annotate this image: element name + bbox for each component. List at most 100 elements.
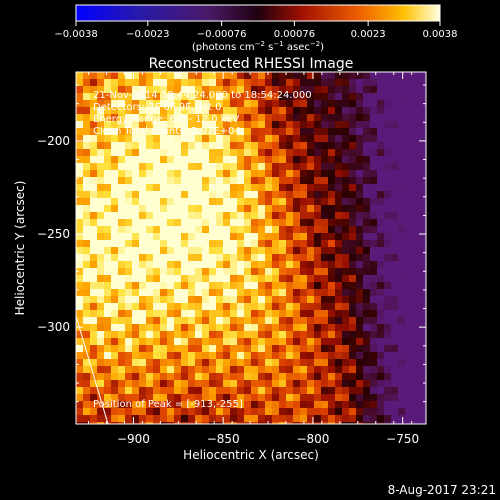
heatmap-cell — [349, 121, 356, 128]
heatmap-cell — [384, 268, 391, 275]
heatmap-cell — [188, 373, 195, 380]
heatmap-cell — [209, 380, 216, 387]
heatmap-cell — [237, 205, 244, 212]
heatmap-cell — [181, 282, 188, 289]
heatmap-cell — [167, 296, 174, 303]
heatmap-cell — [125, 373, 132, 380]
heatmap-cell — [146, 79, 153, 86]
heatmap-cell — [181, 93, 188, 100]
heatmap-cell — [356, 149, 363, 156]
heatmap-cell — [202, 219, 209, 226]
heatmap-cell — [181, 366, 188, 373]
colorbar-tick-label: 0.0023 — [351, 29, 386, 40]
heatmap-cell — [286, 268, 293, 275]
heatmap-cell — [90, 303, 97, 310]
heatmap-cell — [139, 163, 146, 170]
heatmap-cell — [279, 121, 286, 128]
heatmap-cell — [321, 114, 328, 121]
heatmap-cell — [314, 275, 321, 282]
heatmap-cell — [223, 303, 230, 310]
heatmap-cell — [97, 149, 104, 156]
heatmap-cell — [76, 114, 83, 121]
heatmap-cell — [202, 191, 209, 198]
heatmap-cell — [370, 310, 377, 317]
heatmap-cell — [230, 191, 237, 198]
heatmap-cell — [286, 184, 293, 191]
heatmap-cell — [111, 338, 118, 345]
heatmap-cell — [286, 387, 293, 394]
heatmap-cell — [342, 394, 349, 401]
heatmap-cell — [244, 142, 251, 149]
heatmap-cell — [118, 72, 125, 79]
heatmap-cell — [97, 121, 104, 128]
heatmap-cell — [349, 205, 356, 212]
heatmap-cell — [111, 303, 118, 310]
heatmap-cell — [321, 387, 328, 394]
heatmap-cell — [314, 303, 321, 310]
heatmap-cell — [265, 156, 272, 163]
heatmap-cell — [272, 156, 279, 163]
heatmap-cell — [279, 394, 286, 401]
heatmap-cell — [174, 261, 181, 268]
heatmap-cell — [300, 191, 307, 198]
heatmap-cell — [244, 205, 251, 212]
heatmap-cell — [174, 72, 181, 79]
heatmap-cell — [314, 352, 321, 359]
heatmap-cell — [181, 408, 188, 415]
heatmap-cell — [153, 275, 160, 282]
heatmap-cell — [181, 289, 188, 296]
heatmap-cell — [279, 226, 286, 233]
heatmap-cell — [223, 310, 230, 317]
heatmap-cell — [216, 296, 223, 303]
heatmap-cell — [132, 415, 139, 422]
heatmap-cell — [279, 254, 286, 261]
heatmap-cell — [342, 366, 349, 373]
heatmap-cell — [118, 121, 125, 128]
heatmap-cell — [272, 289, 279, 296]
heatmap-cell — [405, 86, 412, 93]
heatmap-cell — [328, 352, 335, 359]
heatmap-cell — [195, 289, 202, 296]
heatmap-cell — [118, 380, 125, 387]
heatmap-cell — [342, 289, 349, 296]
heatmap-cell — [83, 79, 90, 86]
heatmap-cell — [132, 86, 139, 93]
heatmap-cell — [153, 212, 160, 219]
heatmap-cell — [237, 331, 244, 338]
heatmap-cell — [279, 310, 286, 317]
heatmap-cell — [188, 177, 195, 184]
heatmap-cell — [76, 142, 83, 149]
heatmap-cell — [90, 282, 97, 289]
heatmap-cell — [419, 93, 426, 100]
heatmap-cell — [307, 401, 314, 408]
heatmap-cell — [293, 338, 300, 345]
heatmap-cell — [363, 107, 370, 114]
heatmap-cell — [272, 303, 279, 310]
heatmap-cell — [188, 107, 195, 114]
heatmap-cell — [90, 345, 97, 352]
heatmap-cell — [314, 338, 321, 345]
heatmap-cell — [188, 247, 195, 254]
heatmap-cell — [223, 212, 230, 219]
heatmap-cell — [286, 205, 293, 212]
heatmap-cell — [356, 401, 363, 408]
heatmap-cell — [412, 72, 419, 79]
heatmap-cell — [174, 380, 181, 387]
heatmap-cell — [153, 352, 160, 359]
heatmap-cell — [244, 121, 251, 128]
heatmap-cell — [76, 177, 83, 184]
heatmap-cell — [258, 170, 265, 177]
heatmap-cell — [391, 254, 398, 261]
heatmap-cell — [314, 261, 321, 268]
heatmap-cell — [265, 282, 272, 289]
heatmap-cell — [216, 415, 223, 422]
heatmap-cell — [384, 149, 391, 156]
heatmap-cell — [356, 345, 363, 352]
heatmap-cell — [251, 408, 258, 415]
heatmap-cell — [321, 338, 328, 345]
heatmap-cell — [328, 380, 335, 387]
heatmap-cell — [370, 408, 377, 415]
heatmap-cell — [272, 268, 279, 275]
heatmap-cell — [419, 198, 426, 205]
heatmap-cell — [230, 170, 237, 177]
